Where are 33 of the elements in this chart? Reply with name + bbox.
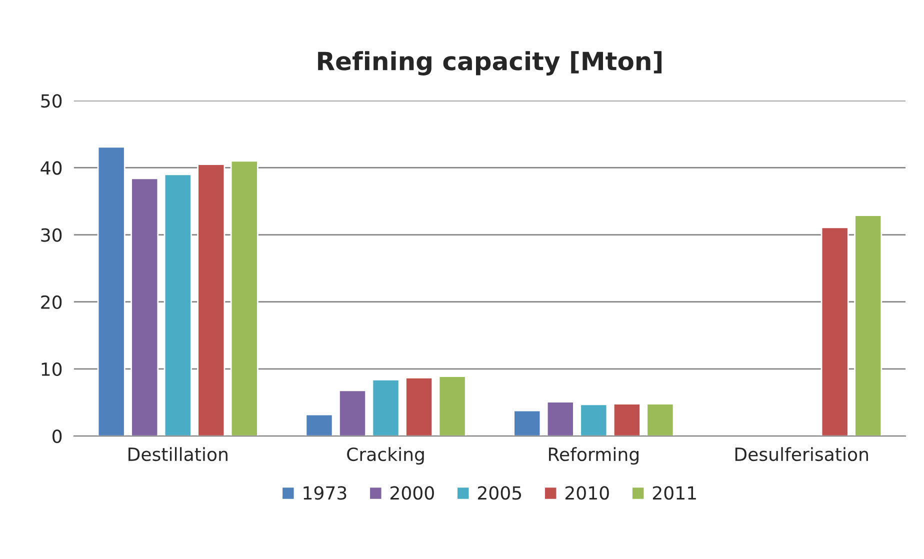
bar (305, 414, 334, 436)
bar (580, 404, 608, 436)
bar (197, 164, 226, 436)
bar (130, 178, 159, 436)
y-tick-label: 20 (41, 295, 62, 309)
bar (372, 378, 400, 436)
y-tick-label: 30 (41, 228, 62, 242)
bar (546, 401, 574, 436)
y-tick-label: 10 (42, 362, 62, 376)
legend-label: 2000 (390, 486, 434, 500)
bar (164, 174, 192, 436)
y-tick-label: 0 (52, 429, 62, 444)
bar (513, 410, 542, 436)
x-tick-label: Cracking (347, 447, 424, 465)
legend-label: 2011 (652, 486, 696, 500)
x-tick-label: Reforming (549, 447, 638, 465)
bar (820, 226, 849, 436)
bar (97, 146, 126, 436)
legend-label: 1973 (304, 486, 346, 500)
bar (405, 376, 434, 436)
bar (438, 376, 466, 436)
chart-title: Refining capacity [Mton] (318, 51, 662, 76)
bar (854, 214, 882, 436)
legend-label: 2010 (565, 486, 609, 500)
x-tick-label: Destillation (128, 447, 228, 462)
y-tick-label: 50 (41, 94, 62, 108)
x-tick-label: Desulferisation (735, 447, 868, 462)
bar (230, 160, 258, 436)
legend-label: 2005 (478, 486, 522, 500)
bar (338, 390, 367, 436)
bar (646, 403, 674, 436)
bar (612, 403, 641, 436)
y-tick-label: 40 (40, 161, 62, 175)
